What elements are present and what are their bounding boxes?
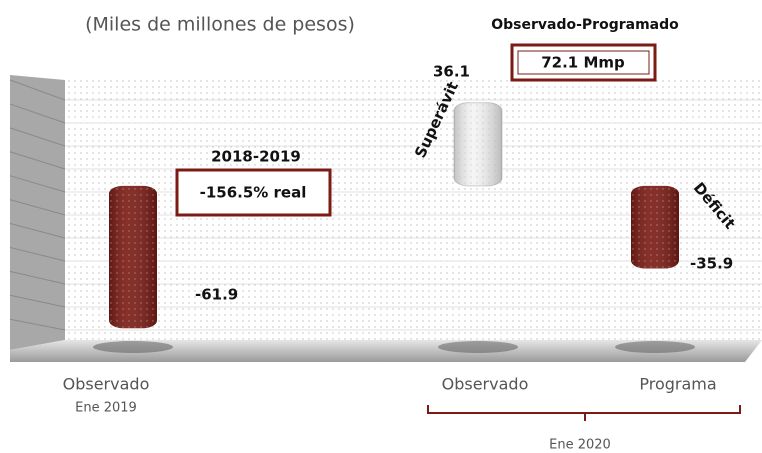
- bar-texture: [454, 102, 502, 186]
- bar-shadow: [438, 341, 518, 353]
- backdrop-line: [9, 270, 66, 285]
- value-label: 36.1: [433, 63, 470, 81]
- group-label: Ene 2019: [75, 401, 137, 416]
- annotation-box: [517, 50, 650, 75]
- annotation: 2018-2019: [211, 148, 301, 166]
- bar-texture: [631, 185, 679, 269]
- annotation: -156.5% real: [200, 184, 307, 202]
- annotation: Observado-Programado: [491, 17, 679, 33]
- group-label: Ene 2020: [549, 438, 611, 453]
- floor: [10, 340, 762, 362]
- backdrop-line: [9, 223, 66, 239]
- bar-shadow: [93, 341, 173, 353]
- value-label: -61.9: [195, 286, 238, 304]
- backdrop-line: [9, 246, 66, 262]
- annotation: 72.1 Mmp: [541, 54, 625, 72]
- backdrop-line: [9, 294, 66, 308]
- annotation-box: [175, 168, 332, 217]
- backdrop-line: [9, 151, 66, 170]
- chart-title: (Miles de millones de pesos): [85, 14, 355, 36]
- x-tick-label: Observado: [442, 375, 529, 394]
- group-bracket: [427, 405, 741, 421]
- x-tick-label: Programa: [639, 375, 716, 394]
- value-label: -35.9: [690, 255, 733, 273]
- backdrop-line: [9, 199, 66, 216]
- x-tick-label: Observado: [63, 375, 150, 394]
- backdrop-line: [9, 103, 66, 124]
- backdrop-line: [9, 318, 66, 331]
- backdrop-line: [9, 175, 66, 193]
- bar-shadow: [615, 341, 695, 353]
- backdrop-line: [9, 127, 66, 147]
- bar-texture: [109, 185, 157, 329]
- backdrop-line: [9, 79, 66, 101]
